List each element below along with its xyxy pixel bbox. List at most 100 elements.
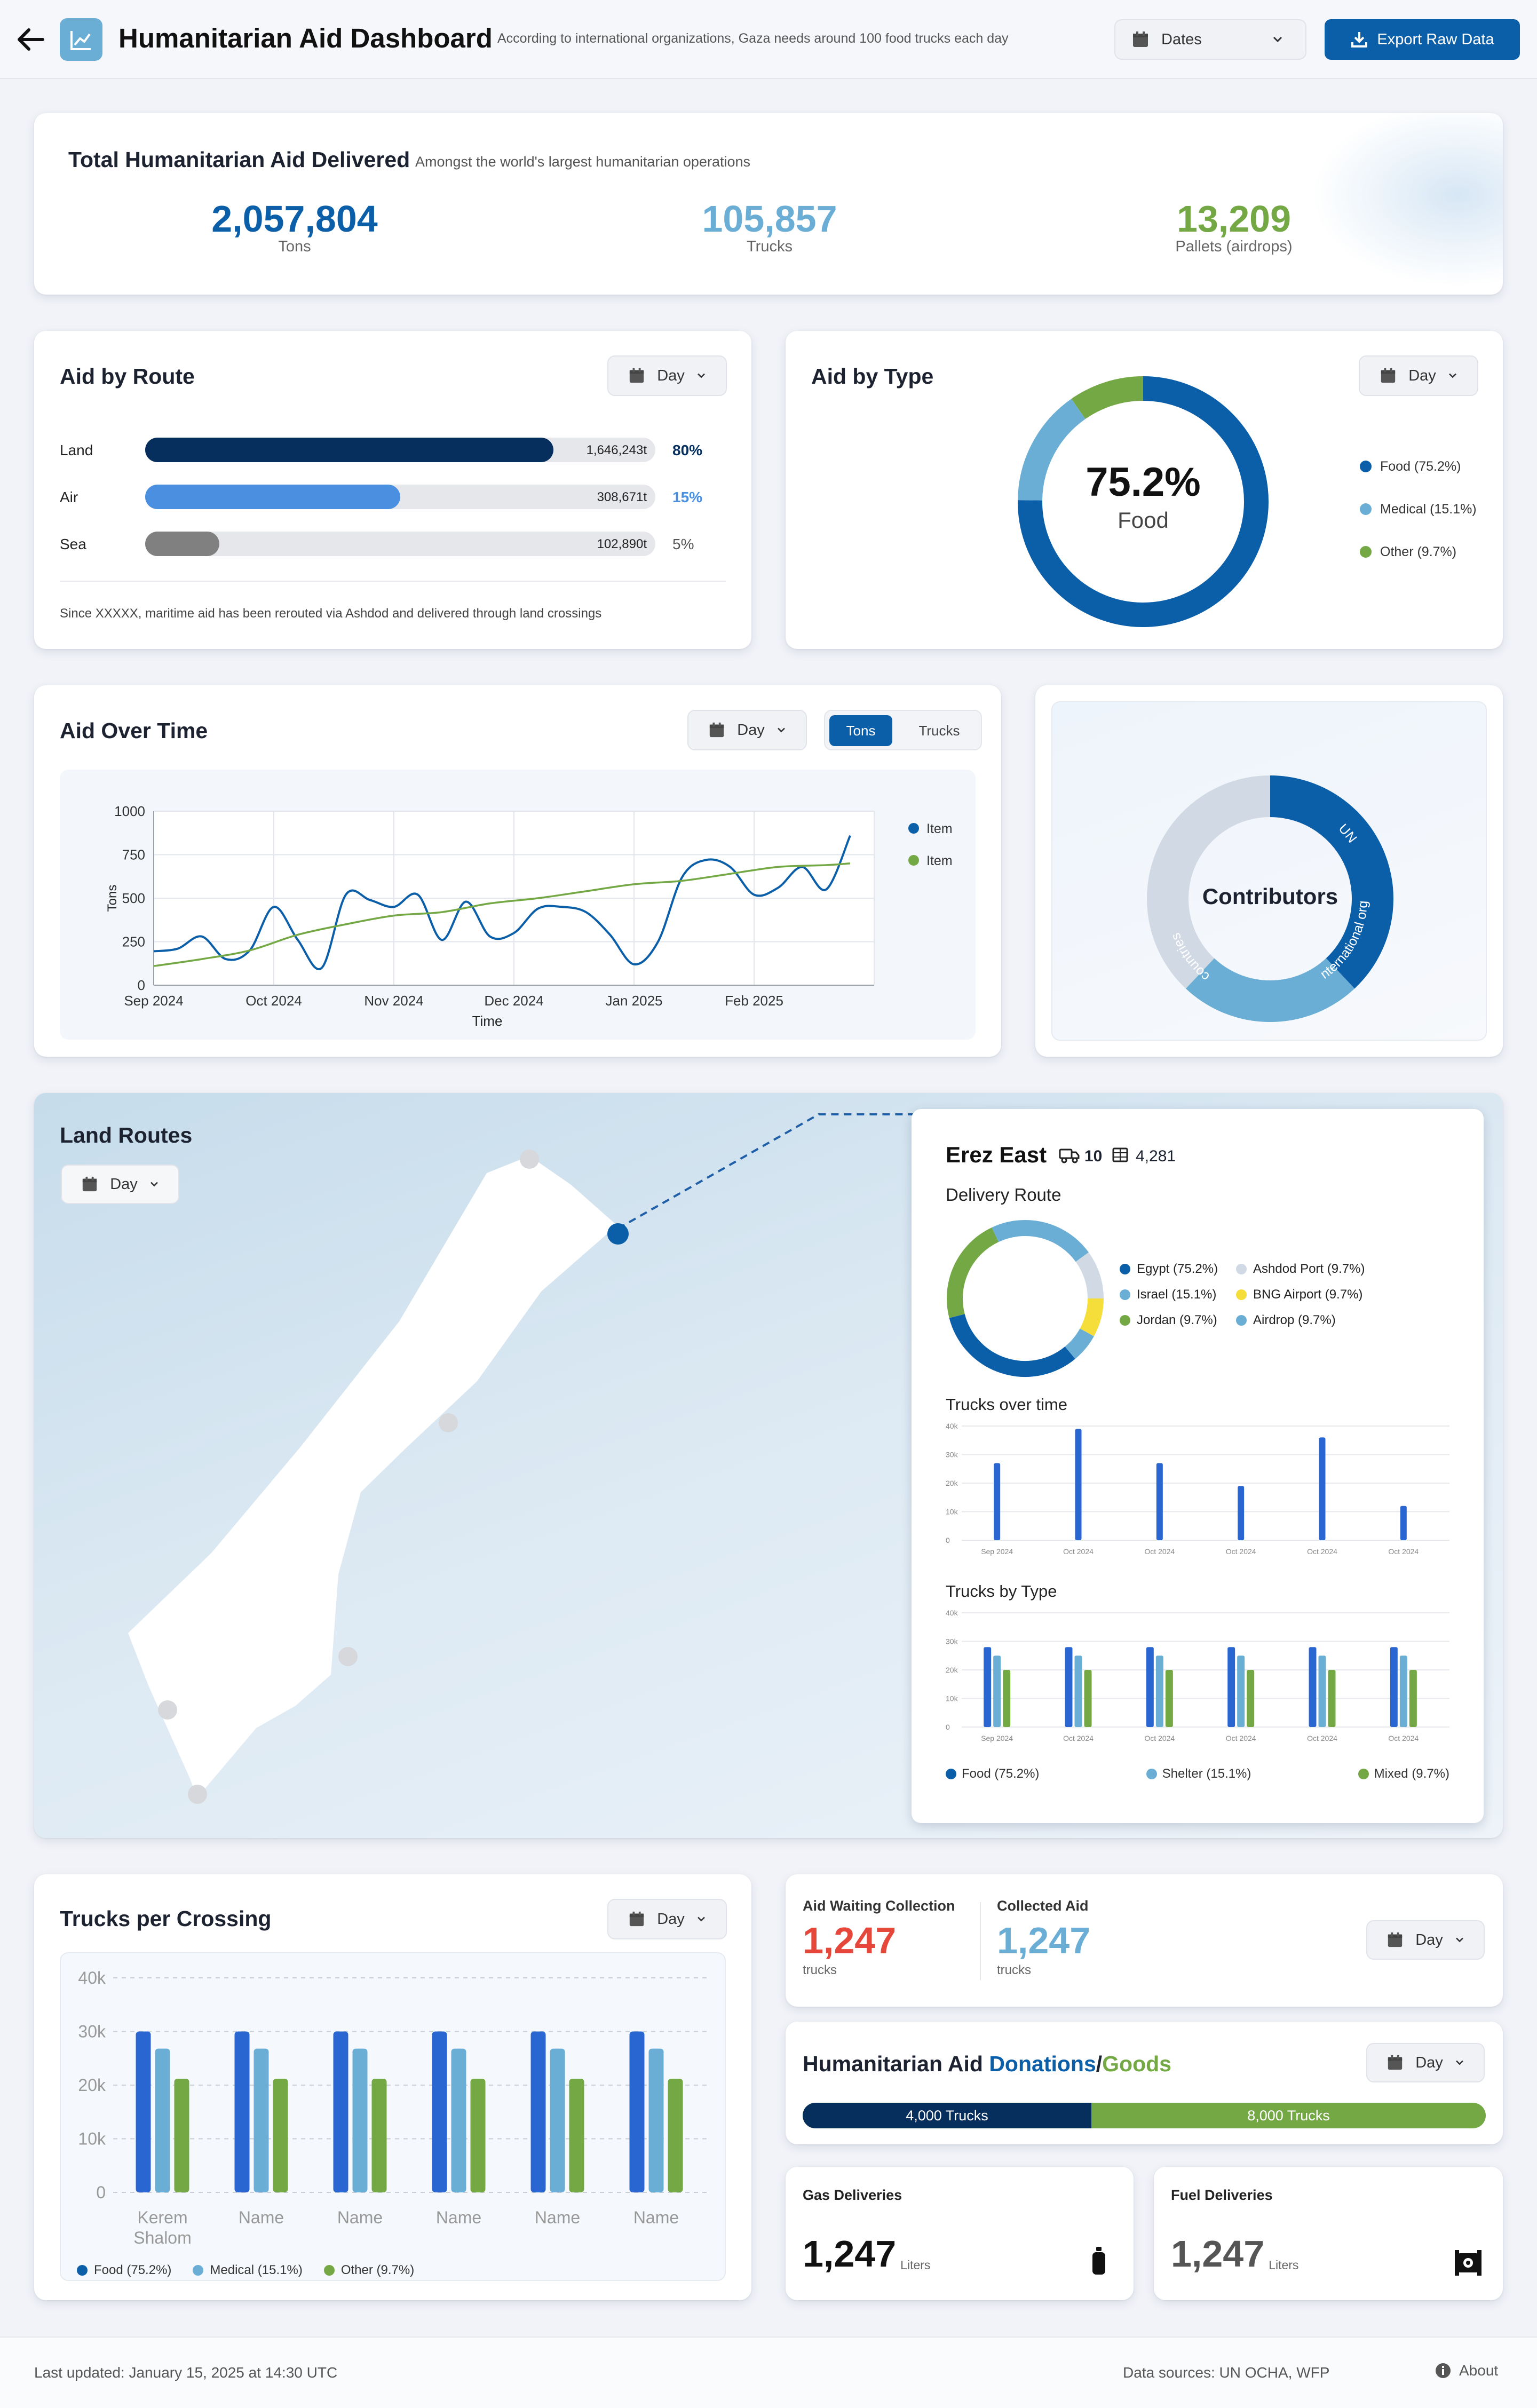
crossing-bar: [470, 2078, 486, 2192]
fuel-value-row: 1,247 Liters: [1171, 2235, 1298, 2272]
delivery-route-title: Delivery Route: [946, 1185, 1061, 1205]
legend-food: Food (75.2%): [1360, 445, 1477, 488]
x-tick-label: Sep 2024: [124, 993, 183, 1009]
type-donut-segment-0: [1018, 376, 1269, 627]
crossing-marker: [158, 1700, 177, 1720]
collection-day-label: Day: [1415, 1931, 1443, 1948]
collected-label: Collected Aid: [997, 1898, 1089, 1914]
y-tick-label: 10k: [78, 2129, 106, 2149]
x-tick-label: Oct 2024: [1388, 1547, 1419, 1556]
legend-label: Item: [926, 821, 953, 836]
toggle-trucks[interactable]: Trucks: [918, 722, 960, 739]
y-tick-label: 0: [946, 1723, 950, 1731]
aid-by-route-card: Aid by Route Day Land 1,646,243t 80% Air…: [34, 331, 751, 649]
delivery-route-segment-1: [947, 1227, 999, 1318]
crossing-bar: [629, 2031, 645, 2192]
bar: [1319, 1437, 1326, 1540]
y-tick-label: 30k: [946, 1451, 958, 1459]
gaza-strip-shape: [128, 1156, 617, 1797]
aid-by-type-title: Aid by Type: [811, 364, 934, 389]
crossing-bar: [333, 2031, 348, 2192]
route-row-land: Land 1,646,243t 80%: [60, 438, 732, 463]
gas-unit: Liters: [900, 2258, 931, 2272]
crossing-bar: [352, 2048, 368, 2192]
delivery-route-segment-5: [1065, 1328, 1094, 1359]
export-raw-data-button[interactable]: Export Raw Data: [1325, 19, 1520, 60]
x-tick-label: Sep 2024: [981, 1734, 1013, 1742]
crossing-bar: [668, 2078, 683, 2192]
crossing-day-dropdown[interactable]: Day: [607, 1899, 727, 1939]
erez-truck-count: 10: [1084, 1147, 1103, 1165]
collected-value: 1,247: [997, 1920, 1091, 1961]
delivery-route-segment-0: [949, 1313, 1075, 1377]
crossing-legend-item: Other (9.7%): [323, 2263, 414, 2278]
land-routes-title: Land Routes: [60, 1123, 193, 1147]
type-donut-segment-1: [1018, 399, 1086, 501]
bar: [1399, 1656, 1407, 1727]
route-note: Since XXXXX, maritime aid has been rerou…: [60, 606, 602, 621]
footer-updated: Last updated: January 15, 2025 at 14:30 …: [34, 2364, 338, 2381]
bar: [1318, 1656, 1326, 1727]
bar: [1328, 1670, 1336, 1727]
time-day-dropdown[interactable]: Day: [687, 710, 807, 750]
crossing-bar: [136, 2031, 151, 2192]
type-donut-segment-2: [1071, 376, 1144, 419]
aid-by-route-title: Aid by Route: [60, 364, 195, 389]
y-tick-label: 0: [946, 1536, 950, 1544]
bar: [1003, 1670, 1011, 1727]
trucks-by-type-legend-item: Shelter (15.1%): [1146, 1767, 1251, 1781]
back-arrow-icon[interactable]: [15, 23, 47, 56]
crossing-marker-active: [607, 1223, 629, 1245]
dates-dropdown[interactable]: Dates: [1114, 19, 1306, 60]
legend-swatch: [908, 823, 919, 834]
y-tick-label: 40k: [946, 1609, 958, 1617]
bar: [984, 1647, 992, 1727]
crossing-bar: [451, 2048, 466, 2192]
map-day-dropdown[interactable]: Day: [61, 1165, 179, 1204]
export-label: Export Raw Data: [1377, 30, 1494, 48]
x-tick-label: Oct 2024: [1063, 1547, 1094, 1556]
donations-day-dropdown[interactable]: Day: [1366, 2043, 1485, 2082]
type-center-value: 75.2%: [1086, 460, 1201, 505]
delivery-route-legend-item: Ashdod Port (9.7%): [1236, 1262, 1365, 1277]
aid-by-type-card: Aid by Type Day 75.2% Food Food (75.2%) …: [786, 331, 1503, 649]
x-tick-label: Oct 2024: [1226, 1547, 1256, 1556]
x-tick-label: Oct 2024: [1307, 1547, 1337, 1556]
page-title: Humanitarian Aid Dashboard: [118, 23, 493, 53]
truck-icon: [1059, 1148, 1080, 1163]
crossing-bar: [432, 2031, 447, 2192]
crossing-bar: [253, 2048, 269, 2192]
about-link[interactable]: About: [1435, 2362, 1498, 2379]
calendar-icon: [1381, 368, 1396, 383]
donations-title-sep: /: [1096, 2051, 1103, 2076]
crossing-title: Trucks per Crossing: [60, 1906, 272, 1931]
x-tick-label: Oct 2024: [245, 993, 302, 1009]
type-day-dropdown[interactable]: Day: [1359, 355, 1478, 396]
totals-card: Total Humanitarian Aid Delivered Amongst…: [34, 113, 1503, 295]
route-day-dropdown[interactable]: Day: [607, 355, 727, 396]
bar: [1156, 1463, 1163, 1540]
stat-trucks: 105,857 Trucks: [636, 197, 903, 256]
donations-card: Humanitarian Aid Donations/Goods Day 4,0…: [786, 2022, 1503, 2144]
erez-east-panel: Erez East 10 4,281 Delivery Route Egypt …: [912, 1109, 1484, 1823]
unit-toggle: Tons Trucks: [824, 710, 982, 750]
bar: [1237, 1656, 1245, 1727]
y-tick-label: 40k: [78, 1968, 106, 1987]
contributor-segment-0: [1270, 775, 1393, 989]
fuel-unit: Liters: [1269, 2258, 1299, 2272]
route-fill: [145, 532, 219, 556]
route-amount: 1,646,243t: [586, 443, 647, 457]
download-icon: [1351, 32, 1368, 47]
collection-day-dropdown[interactable]: Day: [1366, 1920, 1485, 1960]
route-pct: 15%: [672, 489, 703, 505]
bar: [1146, 1647, 1154, 1727]
contributor-segment-1: [1185, 957, 1355, 1022]
goods-bar-label: 8,000 Trucks: [1247, 2108, 1330, 2124]
collection-divider: [980, 1902, 981, 1980]
bar: [1409, 1670, 1417, 1727]
delivery-route-legend-item: Airdrop (9.7%): [1236, 1313, 1336, 1328]
route-pct: 5%: [672, 536, 694, 552]
toggle-tons[interactable]: Tons: [829, 715, 892, 746]
type-day-label: Day: [1408, 367, 1436, 384]
footer-sources: Data sources: UN OCHA, WFP: [1123, 2364, 1330, 2381]
